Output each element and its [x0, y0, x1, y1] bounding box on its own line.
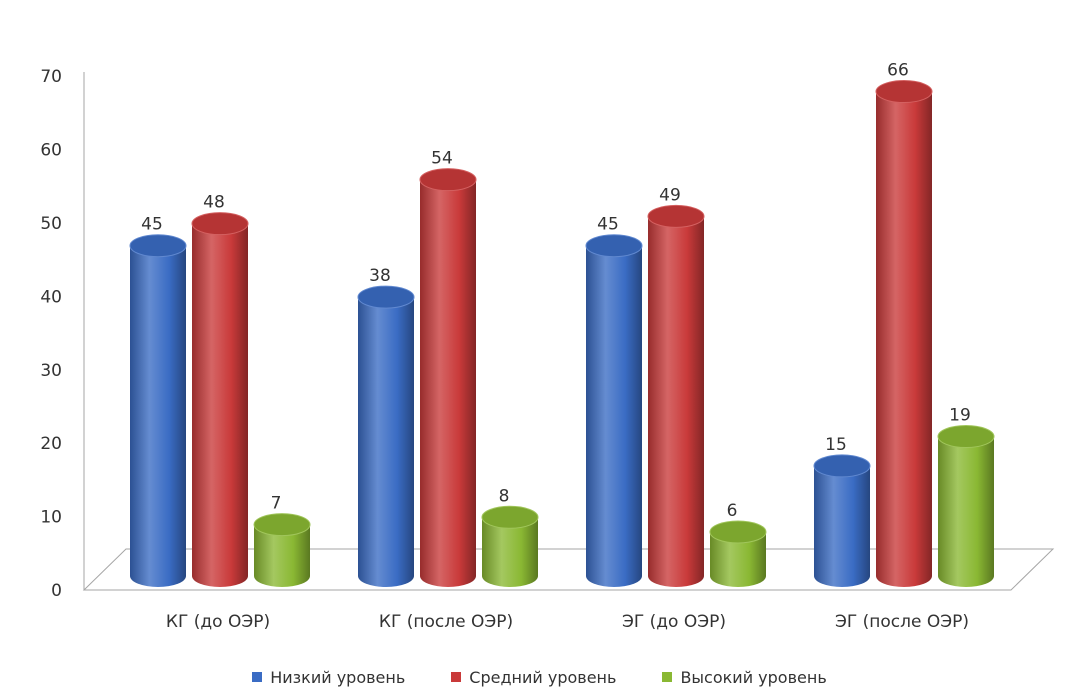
bar — [647, 204, 705, 587]
bar-body — [254, 524, 310, 587]
legend-label-high: Высокий уровень — [680, 667, 827, 687]
bar-body — [192, 223, 248, 587]
y-tick-label: 60 — [40, 141, 62, 161]
data-label: 6 — [727, 501, 738, 521]
legend-item-low: Низкий уровень — [252, 668, 405, 687]
data-label: 66 — [887, 61, 909, 81]
bar-body — [420, 179, 476, 587]
bar-body — [586, 245, 642, 587]
legend-item-medium: Средний уровень — [451, 668, 616, 687]
y-tick-label: 70 — [40, 67, 62, 87]
data-label: 38 — [369, 266, 391, 286]
y-tick-label: 30 — [40, 361, 62, 381]
bar — [357, 285, 415, 587]
bar — [937, 425, 995, 587]
bar-top-cap — [813, 454, 871, 478]
bar-top-cap — [647, 204, 705, 228]
x-category-label: ЭГ (до ОЭР) — [622, 612, 726, 632]
bar-top-cap — [191, 212, 249, 236]
bar-body — [876, 91, 932, 587]
bar-body — [482, 517, 538, 587]
bar-body — [648, 216, 704, 587]
bar-top-cap — [481, 505, 539, 529]
data-label: 7 — [271, 494, 282, 514]
bar-body — [938, 436, 994, 587]
x-category-label: КГ (до ОЭР) — [166, 612, 270, 632]
bar-body — [130, 245, 186, 587]
legend-swatch-medium — [451, 672, 462, 682]
bar — [709, 520, 767, 587]
x-category-label: КГ (после ОЭР) — [379, 612, 513, 632]
bar-top-cap — [253, 513, 311, 537]
y-tick-label: 50 — [40, 214, 62, 234]
legend-item-high: Высокий уровень — [662, 667, 827, 687]
x-category-label: ЭГ (после ОЭР) — [835, 612, 969, 632]
legend-swatch-high — [662, 672, 673, 682]
chart-floor — [82, 548, 1055, 591]
legend-label-medium: Средний уровень — [469, 667, 617, 687]
bar — [419, 168, 477, 587]
data-label: 45 — [141, 215, 163, 235]
bar — [875, 80, 933, 587]
bar-top-cap — [357, 285, 415, 309]
bar — [129, 234, 187, 587]
legend: Низкий уровень Средний уровень Высокий у… — [0, 664, 1079, 690]
bar — [813, 454, 871, 587]
bar-body — [710, 531, 766, 587]
legend-label-low: Низкий уровень — [270, 667, 406, 687]
bar-top-cap — [419, 168, 477, 192]
bar-top-cap — [709, 520, 767, 544]
bar-body — [814, 465, 870, 587]
bar-top-cap — [585, 234, 643, 258]
data-label: 15 — [825, 435, 847, 455]
data-label: 54 — [431, 149, 453, 169]
y-tick-label: 20 — [40, 434, 62, 454]
bar — [481, 505, 539, 587]
y-tick-label: 0 — [51, 581, 62, 601]
bar-top-cap — [875, 80, 933, 104]
bar — [585, 234, 643, 587]
bar-top-cap — [129, 234, 187, 258]
bar — [191, 212, 249, 587]
data-label: 45 — [597, 215, 619, 235]
legend-swatch-low — [252, 672, 263, 682]
data-label: 49 — [659, 185, 681, 205]
y-tick-label: 40 — [40, 287, 62, 307]
bar-top-cap — [937, 425, 995, 449]
y-tick-label: 10 — [40, 508, 62, 528]
data-label: 19 — [949, 406, 971, 426]
bar — [253, 513, 311, 587]
data-label: 48 — [203, 193, 225, 213]
bar-body — [358, 297, 414, 587]
data-label: 8 — [499, 486, 510, 506]
